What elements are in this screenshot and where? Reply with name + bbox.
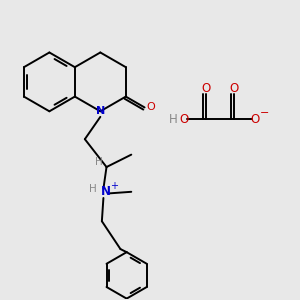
Text: O: O bbox=[146, 102, 155, 112]
Text: N: N bbox=[96, 106, 105, 116]
Text: H: H bbox=[169, 112, 178, 125]
Text: O: O bbox=[229, 82, 238, 94]
Text: −: − bbox=[260, 108, 269, 118]
Text: O: O bbox=[201, 82, 210, 94]
Text: O: O bbox=[179, 112, 189, 125]
Text: N: N bbox=[101, 185, 111, 198]
Text: H: H bbox=[89, 184, 97, 194]
Text: O: O bbox=[250, 112, 260, 125]
Text: H: H bbox=[95, 158, 103, 167]
Text: +: + bbox=[110, 181, 118, 190]
